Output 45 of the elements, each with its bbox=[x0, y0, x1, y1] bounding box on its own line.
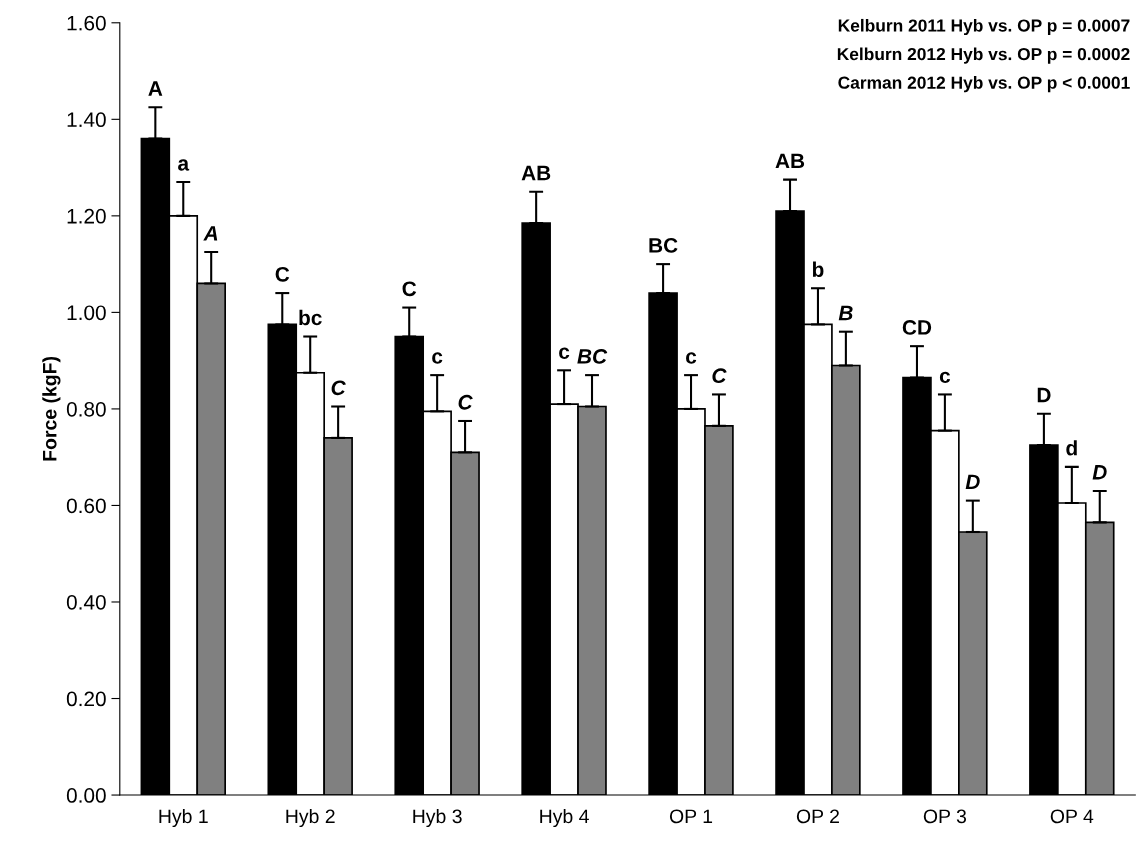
data-label: C bbox=[402, 281, 417, 297]
y-tick-label: 0.00 bbox=[66, 788, 106, 803]
data-label: a bbox=[178, 159, 190, 171]
data-label: AB bbox=[521, 165, 551, 181]
y-tick-label: 1.00 bbox=[67, 305, 106, 321]
data-label: bc bbox=[299, 309, 322, 326]
data-label: BC bbox=[649, 238, 678, 253]
y-tick-label: 1.20 bbox=[67, 208, 106, 224]
annotation: Kelburn 2011 Hyb vs. OP p = 0.0007 bbox=[838, 18, 1130, 36]
x-tick-label: Hyb 2 bbox=[286, 808, 335, 828]
data-label: D bbox=[1037, 387, 1051, 403]
data-label: C bbox=[458, 394, 473, 410]
x-tick-label: Hyb 1 bbox=[159, 808, 208, 828]
data-label: AB bbox=[775, 153, 805, 169]
data-label: D bbox=[965, 474, 980, 490]
x-tick-label: OP 3 bbox=[923, 809, 967, 824]
data-label: b bbox=[812, 261, 824, 277]
y-tick-label: 0.40 bbox=[66, 594, 106, 610]
data-label: d bbox=[1066, 440, 1077, 456]
data-label: A bbox=[203, 226, 218, 241]
data-label: CD bbox=[902, 320, 932, 335]
data-label: BC bbox=[577, 349, 608, 364]
annotation: Kelburn 2012 Hyb vs. OP p = 0.0002 bbox=[837, 47, 1130, 64]
y-tick-label: 0.80 bbox=[66, 401, 106, 417]
data-label: c bbox=[686, 352, 697, 364]
x-tick-label: OP 4 bbox=[1050, 809, 1094, 824]
data-label: c bbox=[939, 371, 951, 384]
x-tick-label: OP 1 bbox=[669, 809, 713, 824]
data-label: D bbox=[1092, 465, 1107, 480]
x-tick-label: Hyb 4 bbox=[540, 808, 589, 828]
y-axis-title: Force (kgF) bbox=[42, 356, 61, 461]
y-tick-label: 1.60 bbox=[67, 15, 106, 31]
data-label: C bbox=[275, 266, 290, 282]
annotation: Carman 2012 Hyb vs. OP p < 0.0001 bbox=[838, 76, 1130, 93]
y-tick-label: 0.20 bbox=[66, 691, 106, 707]
y-tick-label: 0.60 bbox=[66, 498, 106, 514]
data-label: B bbox=[838, 305, 853, 321]
data-label: c bbox=[432, 352, 443, 364]
data-label: C bbox=[712, 368, 727, 384]
x-tick-label: OP 2 bbox=[796, 809, 839, 824]
x-tick-label: Hyb 3 bbox=[413, 808, 462, 828]
data-label: c bbox=[559, 347, 570, 359]
y-tick-label: 1.40 bbox=[67, 112, 106, 128]
data-label: C bbox=[331, 380, 346, 396]
data-label: A bbox=[148, 81, 163, 96]
